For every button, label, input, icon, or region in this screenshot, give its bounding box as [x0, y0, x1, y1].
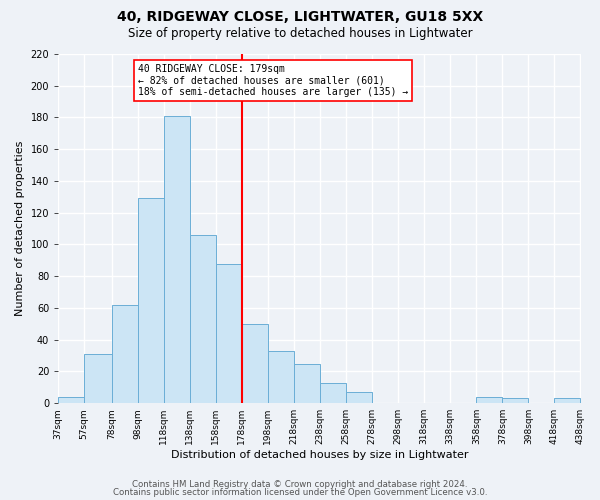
Bar [476, 397, 502, 403]
Bar [84, 354, 112, 403]
Bar [164, 116, 190, 403]
Text: Contains public sector information licensed under the Open Government Licence v3: Contains public sector information licen… [113, 488, 487, 497]
Bar [554, 398, 580, 403]
Text: Size of property relative to detached houses in Lightwater: Size of property relative to detached ho… [128, 28, 472, 40]
Bar [502, 398, 529, 403]
Bar [346, 392, 372, 403]
Bar [112, 305, 137, 403]
Bar [242, 324, 268, 403]
Bar [268, 351, 294, 403]
Y-axis label: Number of detached properties: Number of detached properties [15, 141, 25, 316]
X-axis label: Distribution of detached houses by size in Lightwater: Distribution of detached houses by size … [170, 450, 468, 460]
Text: 40, RIDGEWAY CLOSE, LIGHTWATER, GU18 5XX: 40, RIDGEWAY CLOSE, LIGHTWATER, GU18 5XX [117, 10, 483, 24]
Bar [320, 382, 346, 403]
Bar [137, 198, 164, 403]
Bar [216, 264, 242, 403]
Bar [190, 235, 216, 403]
Bar [294, 364, 320, 403]
Text: Contains HM Land Registry data © Crown copyright and database right 2024.: Contains HM Land Registry data © Crown c… [132, 480, 468, 489]
Text: 40 RIDGEWAY CLOSE: 179sqm
← 82% of detached houses are smaller (601)
18% of semi: 40 RIDGEWAY CLOSE: 179sqm ← 82% of detac… [137, 64, 408, 96]
Bar [58, 397, 84, 403]
